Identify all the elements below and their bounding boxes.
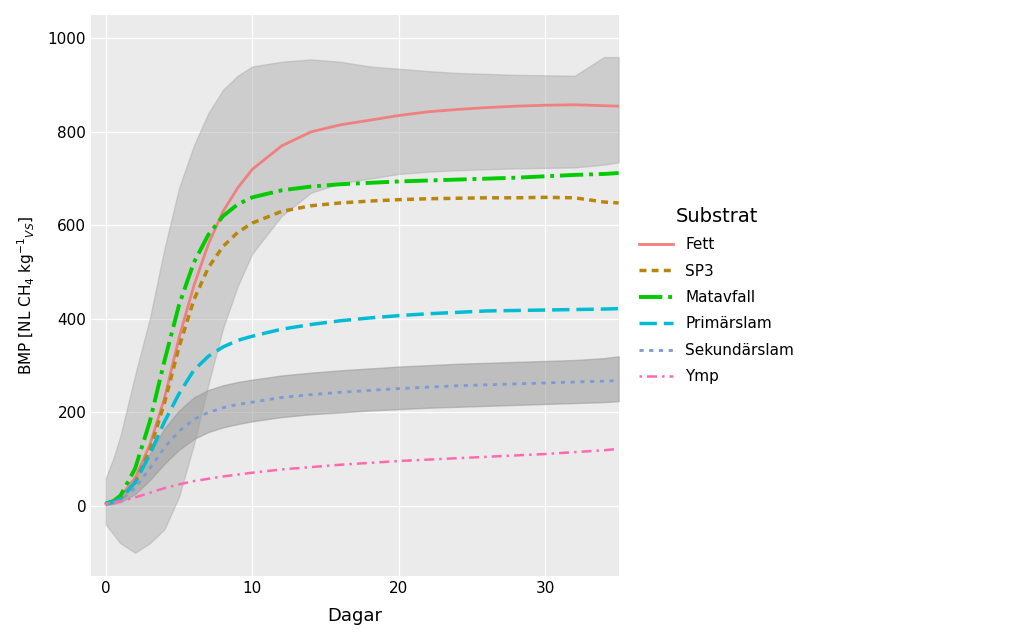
X-axis label: Dagar: Dagar xyxy=(328,607,382,625)
Y-axis label: BMP [NL CH$_4$ kg$^{-1}$$_{VS}$]: BMP [NL CH$_4$ kg$^{-1}$$_{VS}$] xyxy=(15,216,37,375)
Legend: Fett, SP3, Matavfall, Primärslam, Sekundärslam, Ymp: Fett, SP3, Matavfall, Primärslam, Sekund… xyxy=(632,199,802,392)
